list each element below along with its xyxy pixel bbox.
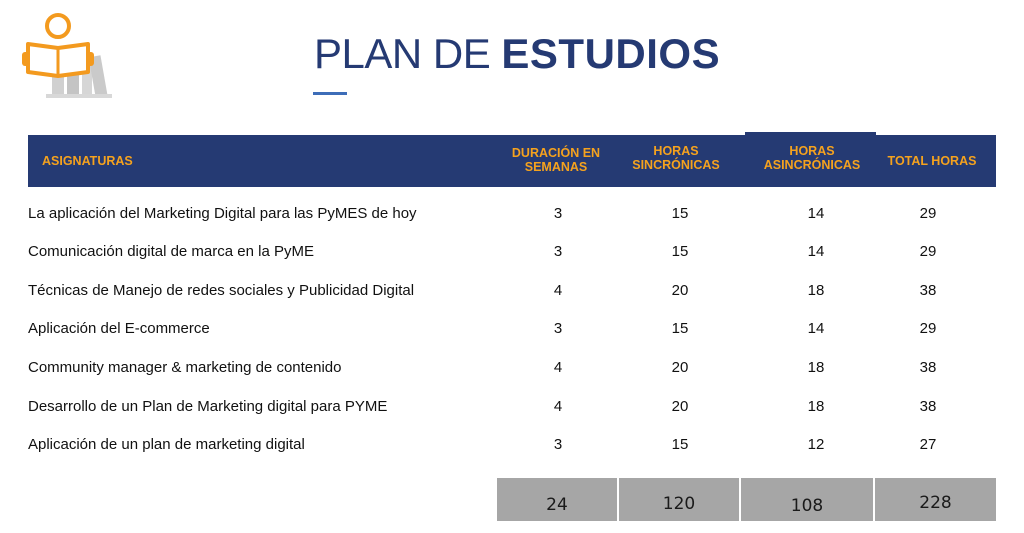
table-header: [28, 132, 996, 187]
row-subject: Desarrollo de un Plan de Marketing digit…: [28, 398, 388, 415]
header-subject: ASIGNATURAS: [42, 154, 133, 168]
table-row: Community manager & marketing de conteni…: [0, 358, 1024, 378]
row-weeks: 4: [553, 282, 563, 299]
header-weeks: DURACIÓN EN SEMANAS: [511, 146, 601, 174]
row-weeks: 4: [553, 359, 563, 376]
row-total: 38: [919, 359, 937, 376]
row-async: 14: [807, 320, 825, 337]
row-sync: 15: [671, 320, 689, 337]
total-sync-box: 120: [619, 478, 739, 521]
row-sync: 15: [671, 205, 689, 222]
table-row: La aplicación del Marketing Digital para…: [0, 204, 1024, 224]
table-row: Aplicación del E-commerce 3 15 14 29: [0, 319, 1024, 339]
total-weeks-box: 24: [497, 478, 617, 521]
total-hours-box: 228: [875, 478, 996, 521]
row-sync: 20: [671, 359, 689, 376]
row-subject: Comunicación digital de marca en la PyME: [28, 243, 314, 260]
row-async: 18: [807, 359, 825, 376]
table-row: Comunicación digital de marca en la PyME…: [0, 242, 1024, 262]
row-sync: 15: [671, 436, 689, 453]
row-total: 27: [919, 436, 937, 453]
table-row: Aplicación de un plan de marketing digit…: [0, 435, 1024, 455]
logo: [20, 8, 120, 104]
header-highlight: [745, 132, 876, 187]
row-async: 18: [807, 282, 825, 299]
total-weeks: 24: [546, 495, 568, 515]
total-async-box: 108: [741, 478, 873, 521]
row-total: 29: [919, 320, 937, 337]
row-total: 29: [919, 205, 937, 222]
row-async: 12: [807, 436, 825, 453]
row-subject: La aplicación del Marketing Digital para…: [28, 205, 417, 222]
header-async: HORAS ASINCRÓNICAS: [763, 144, 861, 172]
row-subject: Técnicas de Manejo de redes sociales y P…: [28, 282, 415, 299]
row-weeks: 3: [553, 436, 563, 453]
row-subject: Community manager & marketing de conteni…: [28, 359, 342, 376]
total-sync: 120: [662, 494, 696, 514]
title-underline: [313, 92, 347, 95]
row-async: 14: [807, 243, 825, 260]
row-subject: Aplicación del E-commerce: [28, 320, 210, 337]
header-sync: HORAS SINCRÓNICAS: [632, 144, 720, 172]
row-weeks: 3: [553, 243, 563, 260]
row-sync: 15: [671, 243, 689, 260]
row-async: 14: [807, 205, 825, 222]
row-sync: 20: [671, 282, 689, 299]
title-bold: ESTUDIOS: [501, 30, 721, 77]
row-subject: Aplicación de un plan de marketing digit…: [28, 436, 305, 453]
row-total: 29: [919, 243, 937, 260]
header-total: TOTAL HORAS: [887, 154, 977, 168]
row-async: 18: [807, 398, 825, 415]
row-weeks: 3: [553, 205, 563, 222]
row-sync: 20: [671, 398, 689, 415]
row-weeks: 3: [553, 320, 563, 337]
title-light: PLAN DE: [314, 30, 491, 77]
table-row: Desarrollo de un Plan de Marketing digit…: [0, 397, 1024, 417]
reading-person-icon: [22, 13, 112, 98]
page-title: PLAN DE ESTUDIOS: [314, 30, 720, 78]
row-total: 38: [919, 398, 937, 415]
total-async: 108: [790, 496, 824, 516]
total-hours: 228: [919, 493, 952, 513]
row-weeks: 4: [553, 398, 563, 415]
row-total: 38: [919, 282, 937, 299]
table-row: Técnicas de Manejo de redes sociales y P…: [0, 281, 1024, 301]
